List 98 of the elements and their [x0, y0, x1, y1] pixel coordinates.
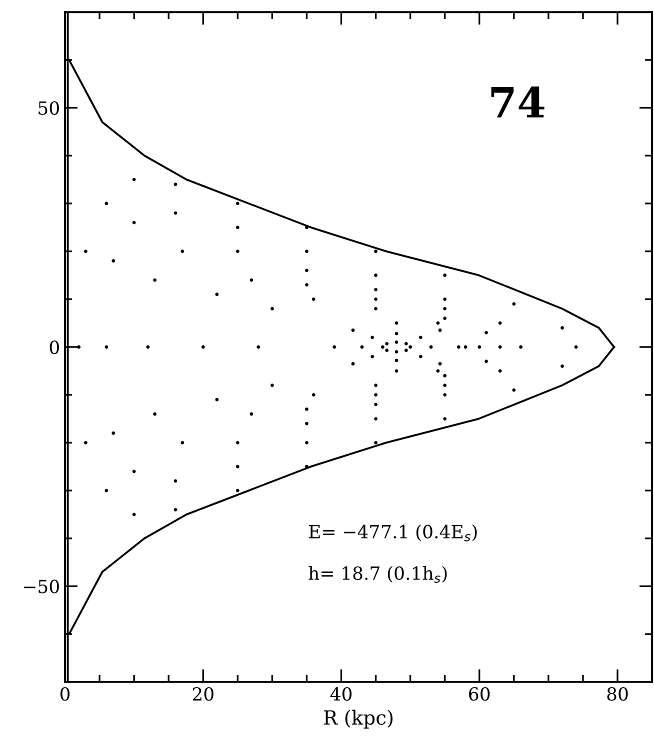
point — [484, 360, 488, 364]
annotation: h= 18.7 (0.1h$_{s}$) — [308, 566, 447, 583]
point — [443, 374, 447, 378]
point — [351, 328, 355, 332]
point — [332, 345, 336, 349]
point — [236, 488, 240, 492]
point — [305, 422, 308, 426]
point — [270, 307, 274, 310]
point — [443, 316, 447, 320]
point — [132, 470, 136, 474]
point — [560, 364, 564, 368]
point — [443, 384, 447, 387]
point — [305, 440, 308, 444]
point — [153, 278, 156, 282]
point — [236, 440, 240, 444]
point — [443, 393, 447, 397]
point — [404, 342, 408, 346]
point — [385, 348, 389, 352]
annotation: 74 — [491, 86, 544, 118]
point — [77, 345, 81, 349]
point — [408, 345, 412, 349]
point — [201, 345, 205, 349]
x-tick-label: 20 — [192, 687, 214, 701]
point — [394, 350, 398, 354]
x-axis-title: R (kpc) — [324, 710, 393, 729]
point — [174, 182, 178, 186]
point — [404, 348, 408, 352]
y-tick-label: −50 — [24, 580, 59, 594]
point — [418, 354, 422, 358]
point — [112, 259, 116, 263]
point — [236, 226, 240, 230]
point — [236, 202, 240, 206]
point — [498, 369, 502, 373]
point — [132, 512, 136, 516]
point — [443, 307, 447, 310]
y-tick-label: 50 — [38, 101, 59, 115]
point — [394, 340, 398, 344]
point — [438, 362, 442, 366]
point — [374, 307, 378, 310]
point — [270, 384, 274, 387]
point — [418, 336, 422, 340]
point — [146, 345, 150, 349]
point — [84, 440, 88, 444]
point — [374, 384, 378, 387]
point — [305, 250, 308, 254]
point — [519, 345, 523, 349]
x-tick-label: 0 — [60, 687, 70, 701]
x-tick-label: 80 — [607, 687, 628, 701]
point — [443, 417, 447, 420]
point — [374, 288, 378, 292]
point — [153, 412, 156, 416]
point — [512, 302, 516, 306]
point — [370, 354, 374, 358]
point — [456, 345, 460, 349]
point — [484, 330, 488, 334]
point — [438, 328, 442, 332]
point — [436, 369, 440, 373]
point — [305, 283, 308, 287]
point — [312, 393, 316, 397]
point — [374, 440, 378, 444]
point — [385, 342, 389, 346]
x-tick-label: 60 — [469, 687, 490, 701]
point — [374, 297, 378, 301]
point — [256, 345, 260, 349]
point — [394, 358, 398, 362]
point — [236, 464, 240, 468]
point — [374, 417, 378, 420]
point — [374, 393, 378, 397]
point — [236, 250, 240, 254]
y-tick-label: 0 — [50, 340, 59, 354]
annotation: E= −477.1 (0.4E$_{s}$) — [309, 524, 477, 542]
point — [351, 362, 355, 366]
point — [305, 408, 308, 411]
point — [443, 297, 447, 301]
point — [132, 220, 136, 224]
point — [132, 178, 136, 182]
point — [374, 402, 378, 406]
point — [312, 297, 316, 301]
point — [215, 398, 219, 402]
point — [478, 345, 482, 349]
point — [374, 250, 378, 254]
point — [174, 508, 178, 512]
point — [84, 250, 88, 254]
point — [215, 292, 219, 296]
x-tick-label: 40 — [330, 687, 352, 701]
point — [180, 440, 184, 444]
point — [305, 268, 308, 272]
point — [380, 345, 384, 349]
point — [112, 431, 116, 435]
point — [370, 336, 374, 340]
point — [512, 388, 516, 392]
point — [374, 274, 378, 277]
point — [498, 321, 502, 325]
point — [443, 274, 447, 277]
point — [560, 326, 564, 330]
point — [394, 332, 398, 336]
point — [180, 250, 184, 254]
point — [436, 321, 440, 325]
